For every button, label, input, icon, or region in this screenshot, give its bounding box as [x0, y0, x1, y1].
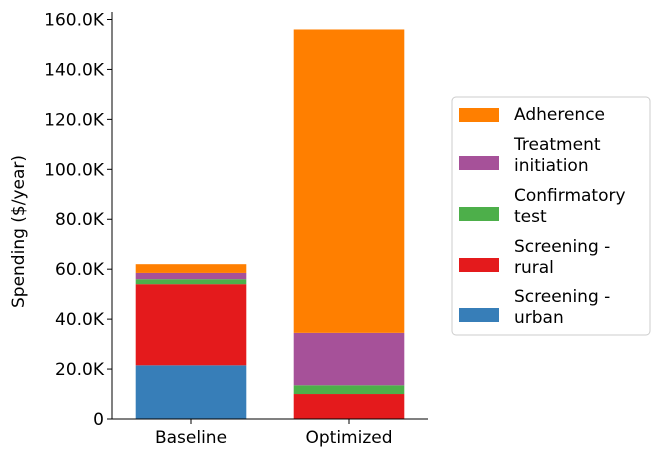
bar-baseline-adherence [135, 264, 247, 273]
legend-swatch-screening-rural [459, 258, 499, 272]
y-axis-title: Spending ($/year) [9, 155, 29, 308]
y-tick-label: 20.0K [55, 360, 105, 380]
y-tick-label: 80.0K [55, 210, 105, 230]
bar-baseline-treatment-initiation [135, 272, 247, 280]
bar-baseline-screening-urban [135, 365, 247, 419]
bar-baseline-screening-rural [135, 284, 247, 366]
legend-swatch-adherence [459, 108, 499, 122]
legend-swatch-screening-urban [459, 308, 499, 322]
x-tick-label: Optimized [305, 428, 392, 448]
legend-label-screening-rural: Screening -rural [514, 237, 610, 278]
y-tick-label: 100.0K [44, 160, 105, 180]
legend-label-screening-urban: Screening -urban [514, 287, 610, 328]
bar-optimized-screening-rural [293, 394, 405, 419]
legend-label-confirmatory-test: Confirmatory test [514, 186, 626, 227]
legend-swatch-treatment-initiation [459, 156, 499, 170]
y-tick-label: 60.0K [55, 260, 105, 280]
legend-swatch-confirmatory-test [459, 207, 499, 221]
x-tick-label: Baseline [155, 428, 227, 448]
y-tick-label: 160.0K [44, 10, 105, 30]
bar-optimized-adherence [293, 29, 405, 333]
legend-label-treatment-initiation: Treatment initiation [513, 135, 601, 176]
bar-optimized-confirmatory-test [293, 385, 405, 395]
y-tick-label: 140.0K [44, 60, 105, 80]
y-tick-label: 120.0K [44, 110, 105, 130]
bar-baseline-confirmatory-test [135, 279, 247, 285]
bars-group [135, 29, 405, 419]
y-tick-label: 40.0K [55, 310, 105, 330]
axes-group: Baseline Optimized 0 20.0K 40.0K 60.0K 80.0K 10… [9, 10, 428, 448]
legend-label-adherence: Adherence [514, 105, 605, 125]
legend-frame [451, 96, 651, 336]
legend: Adherence Treatment initiation Confirmatory… [451, 96, 651, 336]
y-tick-label: 0 [93, 410, 104, 430]
bar-optimized-treatment-initiation [293, 332, 405, 386]
